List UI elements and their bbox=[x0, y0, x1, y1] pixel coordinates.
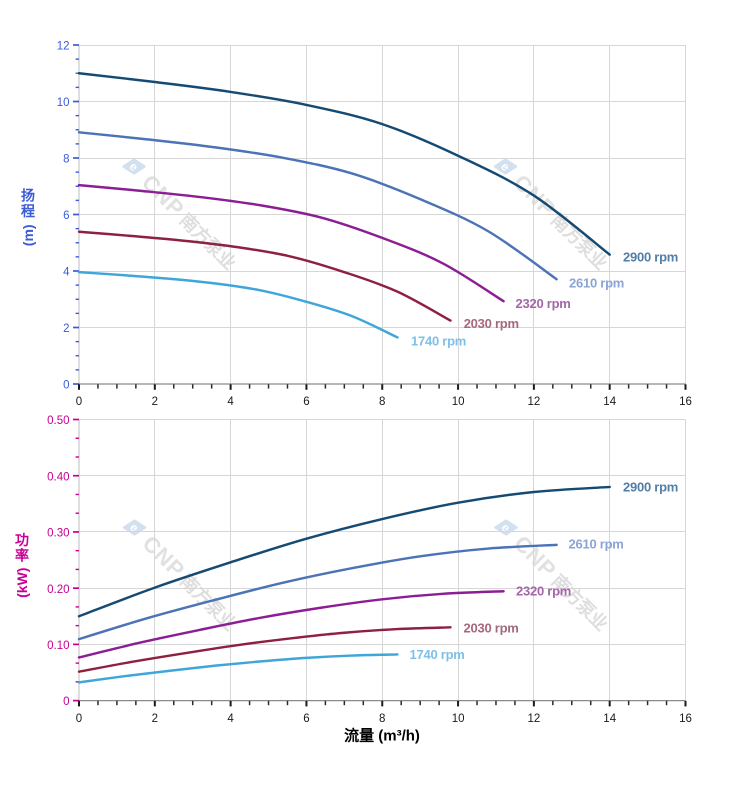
svg-text:2900 rpm: 2900 rpm bbox=[623, 250, 678, 265]
svg-text:2610 rpm: 2610 rpm bbox=[569, 536, 624, 551]
svg-text:10: 10 bbox=[452, 713, 465, 725]
svg-text:12: 12 bbox=[57, 41, 70, 53]
svg-text:(kW): (kW) bbox=[14, 568, 30, 598]
svg-text:6: 6 bbox=[303, 396, 309, 408]
svg-text:2: 2 bbox=[152, 396, 158, 408]
svg-text:0: 0 bbox=[63, 696, 69, 708]
svg-text:10: 10 bbox=[57, 97, 70, 109]
svg-text:10: 10 bbox=[452, 396, 465, 408]
svg-text:流量 (m³/h): 流量 (m³/h) bbox=[344, 727, 420, 745]
svg-text:0.30: 0.30 bbox=[47, 528, 69, 540]
svg-text:0.20: 0.20 bbox=[47, 584, 69, 596]
svg-text:4: 4 bbox=[63, 267, 70, 279]
svg-text:扬: 扬 bbox=[21, 187, 35, 203]
svg-text:0: 0 bbox=[76, 396, 82, 408]
svg-text:12: 12 bbox=[528, 396, 541, 408]
svg-text:功: 功 bbox=[15, 532, 29, 548]
svg-text:2030 rpm: 2030 rpm bbox=[464, 620, 519, 635]
svg-text:1740 rpm: 1740 rpm bbox=[410, 647, 465, 662]
svg-text:2: 2 bbox=[152, 713, 158, 725]
svg-text:0: 0 bbox=[63, 380, 69, 392]
svg-text:2: 2 bbox=[63, 323, 69, 335]
svg-text:8: 8 bbox=[63, 154, 69, 166]
svg-text:14: 14 bbox=[603, 396, 616, 408]
svg-text:2320 rpm: 2320 rpm bbox=[516, 583, 571, 598]
svg-text:8: 8 bbox=[379, 713, 385, 725]
svg-text:6: 6 bbox=[63, 210, 69, 222]
svg-text:(m): (m) bbox=[20, 224, 36, 246]
svg-text:0.40: 0.40 bbox=[47, 471, 69, 483]
svg-text:14: 14 bbox=[603, 713, 616, 725]
svg-text:0.10: 0.10 bbox=[47, 640, 69, 652]
svg-text:程: 程 bbox=[21, 203, 35, 219]
svg-text:1740 rpm: 1740 rpm bbox=[411, 333, 466, 348]
svg-text:6: 6 bbox=[303, 713, 309, 725]
svg-text:4: 4 bbox=[227, 713, 234, 725]
svg-text:2900 rpm: 2900 rpm bbox=[623, 479, 678, 494]
svg-text:2610 rpm: 2610 rpm bbox=[569, 275, 624, 290]
svg-text:12: 12 bbox=[528, 713, 541, 725]
svg-text:4: 4 bbox=[227, 396, 234, 408]
svg-text:2030 rpm: 2030 rpm bbox=[464, 316, 519, 331]
svg-text:16: 16 bbox=[679, 396, 692, 408]
svg-text:16: 16 bbox=[679, 713, 692, 725]
svg-text:0.50: 0.50 bbox=[47, 415, 69, 427]
svg-text:0: 0 bbox=[76, 713, 82, 725]
svg-text:率: 率 bbox=[15, 547, 29, 563]
svg-text:2320 rpm: 2320 rpm bbox=[516, 296, 571, 311]
svg-text:8: 8 bbox=[379, 396, 385, 408]
